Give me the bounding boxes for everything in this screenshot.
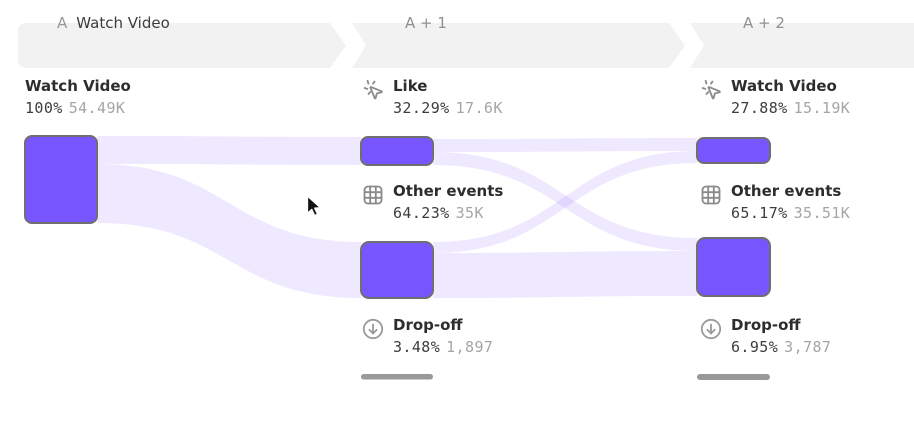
step-event-name: Watch Video xyxy=(76,13,170,32)
node-a2-dropoff-bar[interactable] xyxy=(697,374,770,380)
event-label-a-watchvideo[interactable]: Watch Video 100% 54.49K xyxy=(25,77,131,117)
node-a2-watchvideo[interactable] xyxy=(696,137,771,164)
node-a1-otherevents[interactable] xyxy=(360,241,434,299)
event-count: 3,787 xyxy=(784,338,832,356)
event-name: Watch Video xyxy=(731,77,837,95)
mouse-cursor xyxy=(306,195,321,217)
event-name: Drop-off xyxy=(393,316,463,334)
step-band-a2[interactable] xyxy=(690,23,914,68)
event-percent: 3.48% xyxy=(393,338,441,356)
event-name: Other events xyxy=(731,182,842,200)
event-percent: 65.17% xyxy=(731,204,788,222)
grid-icon xyxy=(363,185,383,205)
flow-otherevents-to-otherevents[interactable] xyxy=(433,251,697,298)
step-band-a[interactable] xyxy=(18,23,346,68)
node-a2-otherevents[interactable] xyxy=(696,237,771,297)
event-count: 15.19K xyxy=(793,99,851,117)
event-name: Drop-off xyxy=(731,316,801,334)
step-band-a-label: A Watch Video xyxy=(57,0,170,45)
dropoff-arrow-icon xyxy=(362,318,384,340)
event-label-a2-otherevents[interactable]: Other events 65.17% 35.51K xyxy=(699,183,850,221)
event-percent: 100% xyxy=(25,99,63,117)
event-label-a2-dropoff[interactable]: Drop-off 6.95% 3,787 xyxy=(699,317,831,355)
event-label-a2-watchvideo[interactable]: Watch Video 27.88% 15.19K xyxy=(699,78,850,116)
click-icon xyxy=(363,79,383,100)
event-count: 17.6K xyxy=(455,99,503,117)
flow-like-to-otherevents[interactable] xyxy=(433,152,697,251)
event-count: 35.51K xyxy=(793,204,851,222)
step-band-a2-label: A + 2 xyxy=(743,13,785,32)
node-a-watchvideo[interactable] xyxy=(24,135,98,224)
step-band-a1[interactable] xyxy=(352,23,685,68)
event-name: Watch Video xyxy=(25,77,131,95)
event-name: Other events xyxy=(393,182,504,200)
event-percent: 27.88% xyxy=(731,99,788,117)
node-a1-dropoff-bar[interactable] xyxy=(361,374,433,380)
grid-icon xyxy=(701,185,721,205)
event-name: Like xyxy=(393,77,428,95)
flow-otherevents-to-watchvideo[interactable] xyxy=(433,151,697,253)
flow-watchvideo-to-otherevents[interactable] xyxy=(97,164,361,298)
step-band-a1-label: A + 1 xyxy=(405,13,447,32)
dropoff-arrow-icon xyxy=(700,318,722,340)
flow-like-to-watchvideo[interactable] xyxy=(433,138,697,152)
event-label-a1-otherevents[interactable]: Other events 64.23% 35K xyxy=(361,183,503,221)
event-percent: 32.29% xyxy=(393,99,450,117)
sankey-nodes xyxy=(24,135,771,380)
step-letter: A xyxy=(57,13,68,32)
event-label-a1-dropoff[interactable]: Drop-off 3.48% 1,897 xyxy=(361,317,493,355)
node-a1-like[interactable] xyxy=(360,136,434,166)
event-percent: 6.95% xyxy=(731,338,779,356)
event-count: 54.49K xyxy=(68,99,126,117)
event-count: 1,897 xyxy=(446,338,494,356)
event-percent: 64.23% xyxy=(393,204,450,222)
flow-watchvideo-to-like[interactable] xyxy=(97,136,361,165)
event-label-a1-like[interactable]: Like 32.29% 17.6K xyxy=(361,78,503,116)
event-count: 35K xyxy=(455,204,484,222)
click-icon xyxy=(701,79,721,100)
